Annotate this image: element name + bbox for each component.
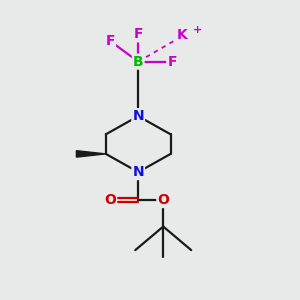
Polygon shape <box>76 151 106 157</box>
Text: F: F <box>167 55 177 69</box>
Text: N: N <box>132 109 144 123</box>
Text: F: F <box>106 34 115 48</box>
Text: F: F <box>134 27 143 41</box>
Text: O: O <box>157 193 169 207</box>
Text: B: B <box>133 55 143 69</box>
Text: O: O <box>104 193 116 207</box>
Text: +: + <box>193 25 202 35</box>
Text: K: K <box>177 28 188 42</box>
Text: N: N <box>132 165 144 179</box>
